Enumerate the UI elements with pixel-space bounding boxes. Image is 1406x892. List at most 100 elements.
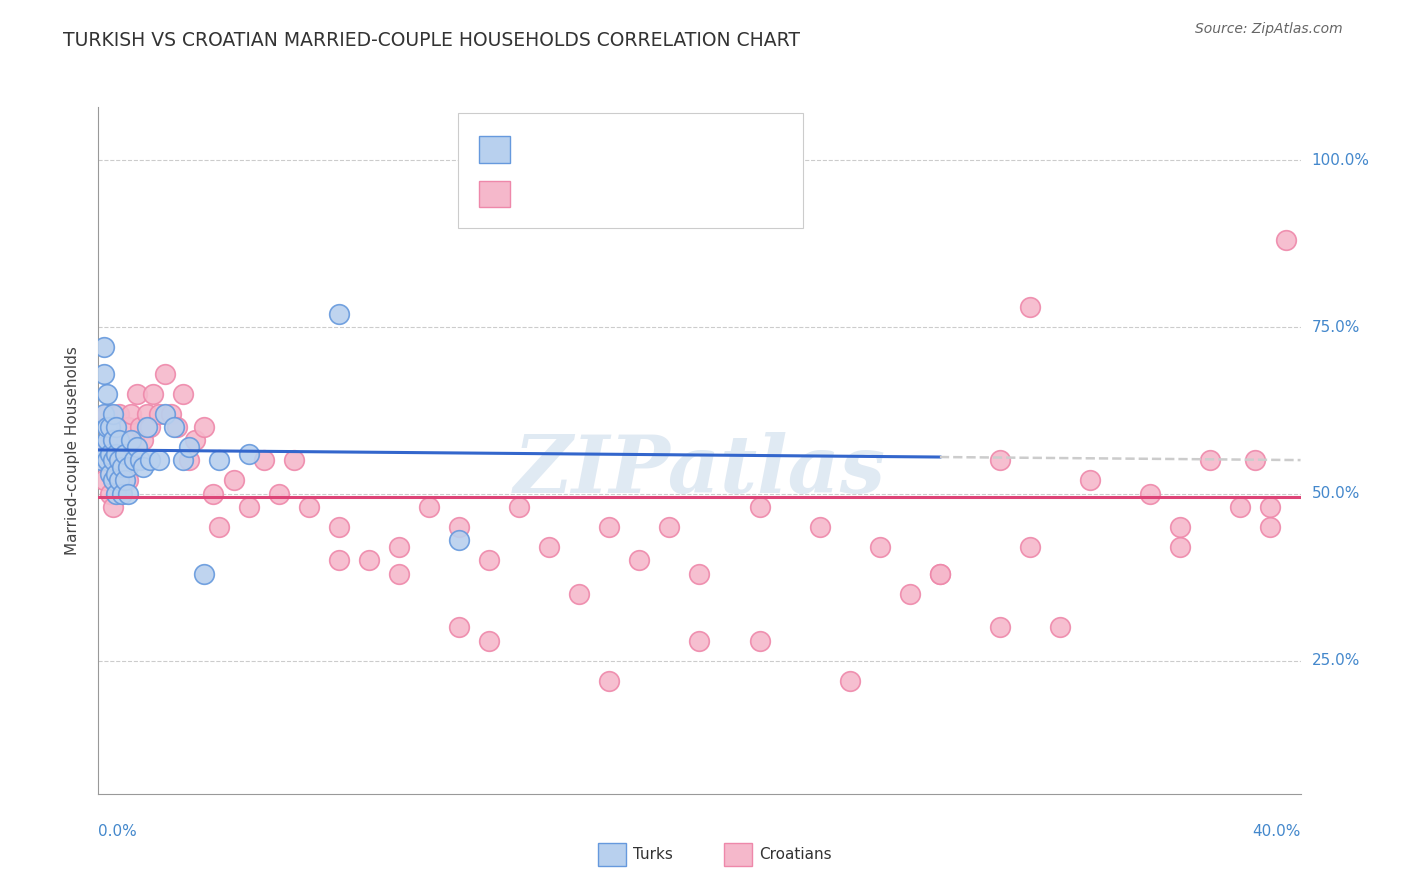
Point: [105, 434, 128, 448]
Point: [357, 553, 380, 567]
Point: [267, 487, 290, 501]
Point: [658, 520, 681, 534]
Point: [748, 633, 770, 648]
Point: [121, 407, 143, 421]
Point: [598, 520, 620, 534]
Point: [103, 434, 125, 448]
Point: [478, 633, 501, 648]
Point: [108, 453, 131, 467]
Point: [478, 553, 501, 567]
Point: [1260, 520, 1282, 534]
Point: [148, 453, 170, 467]
Point: [238, 447, 260, 461]
Point: [93, 407, 115, 421]
Text: 0.0%: 0.0%: [98, 824, 138, 838]
Point: [1260, 500, 1282, 515]
Point: [103, 453, 125, 467]
Text: ZIPatlas: ZIPatlas: [513, 433, 886, 510]
Point: [105, 474, 128, 488]
Point: [869, 540, 891, 554]
Point: [117, 474, 139, 488]
Point: [121, 434, 143, 448]
Point: [111, 487, 134, 501]
Text: 75.0%: 75.0%: [1312, 319, 1360, 334]
Point: [127, 386, 149, 401]
Point: [111, 474, 134, 488]
Text: Source: ZipAtlas.com: Source: ZipAtlas.com: [1195, 22, 1343, 37]
Point: [447, 520, 470, 534]
Point: [135, 407, 157, 421]
Point: [100, 487, 122, 501]
Point: [153, 407, 176, 421]
Point: [1078, 474, 1101, 488]
Point: [568, 587, 591, 601]
Point: [93, 340, 115, 354]
Point: [117, 460, 139, 475]
Point: [1244, 453, 1267, 467]
Point: [172, 386, 194, 401]
Point: [418, 500, 440, 515]
Text: Croatians: Croatians: [759, 847, 832, 862]
Point: [201, 487, 224, 501]
Point: [388, 540, 411, 554]
Point: [222, 474, 245, 488]
Point: [208, 453, 231, 467]
Point: [988, 453, 1011, 467]
Point: [253, 453, 276, 467]
Point: [328, 553, 350, 567]
Text: R = 0.000   N = 82: R = 0.000 N = 82: [522, 186, 673, 202]
Point: [96, 434, 118, 448]
Point: [1199, 453, 1222, 467]
Point: [328, 307, 350, 321]
Text: 40.0%: 40.0%: [1253, 824, 1301, 838]
Point: [1019, 300, 1042, 314]
Point: [748, 500, 770, 515]
Point: [148, 407, 170, 421]
Point: [117, 487, 139, 501]
Point: [688, 633, 710, 648]
Point: [1049, 620, 1071, 634]
Text: R = -0.013   N = 46: R = -0.013 N = 46: [522, 142, 679, 157]
Point: [103, 407, 125, 421]
Point: [96, 420, 118, 434]
Point: [388, 566, 411, 581]
Point: [129, 420, 152, 434]
Point: [90, 440, 112, 454]
Point: [90, 453, 112, 467]
Point: [208, 520, 231, 534]
Point: [117, 420, 139, 434]
Point: [127, 440, 149, 454]
Point: [808, 520, 831, 534]
Point: [105, 420, 128, 434]
Text: 100.0%: 100.0%: [1312, 153, 1369, 168]
Text: TURKISH VS CROATIAN MARRIED-COUPLE HOUSEHOLDS CORRELATION CHART: TURKISH VS CROATIAN MARRIED-COUPLE HOUSE…: [63, 31, 800, 50]
Point: [1019, 540, 1042, 554]
Point: [1170, 520, 1192, 534]
Point: [111, 460, 134, 475]
Point: [114, 474, 136, 488]
Point: [108, 453, 131, 467]
Point: [90, 453, 112, 467]
Point: [172, 453, 194, 467]
Point: [138, 420, 160, 434]
Point: [103, 453, 125, 467]
Point: [105, 447, 128, 461]
Point: [1170, 540, 1192, 554]
Point: [96, 407, 118, 421]
Point: [96, 440, 118, 454]
Point: [508, 500, 530, 515]
Text: 50.0%: 50.0%: [1312, 486, 1360, 501]
Point: [238, 500, 260, 515]
Point: [129, 453, 152, 467]
Point: [138, 453, 160, 467]
Point: [96, 386, 118, 401]
Point: [103, 474, 125, 488]
Point: [166, 420, 188, 434]
Point: [124, 434, 146, 448]
Point: [103, 500, 125, 515]
Point: [141, 386, 163, 401]
Point: [298, 500, 321, 515]
Point: [193, 566, 215, 581]
Point: [100, 420, 122, 434]
Point: [177, 440, 200, 454]
